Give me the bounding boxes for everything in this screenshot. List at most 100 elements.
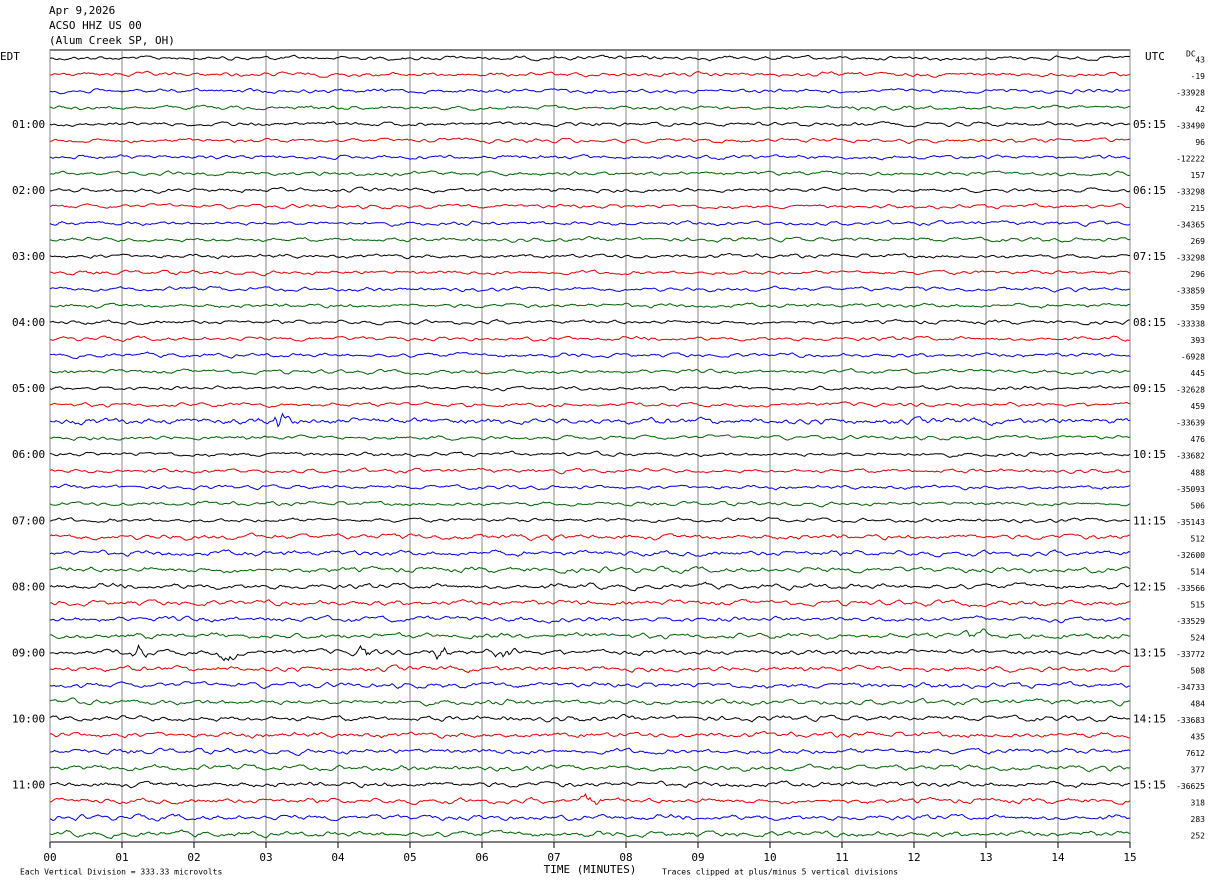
- dc-value: 252: [1191, 831, 1206, 840]
- utc-time: 08:15: [1133, 316, 1166, 329]
- x-axis-label: TIME (MINUTES): [544, 863, 637, 876]
- date: Apr 9,2026: [49, 4, 115, 17]
- station: ACSO HHZ US 00: [49, 19, 142, 32]
- dc-value: -34365: [1176, 221, 1205, 230]
- trace: [50, 598, 1131, 608]
- dc-value: 96: [1195, 138, 1205, 147]
- dc-value: -19: [1191, 72, 1206, 81]
- dc-value: -33529: [1176, 617, 1205, 626]
- dc-value: 296: [1191, 270, 1206, 279]
- dc-value: 476: [1191, 435, 1206, 444]
- x-tick-label: 12: [907, 851, 920, 864]
- dc-value: -32628: [1176, 386, 1205, 395]
- dc-value: -33772: [1176, 650, 1205, 659]
- edt-time: 05:00: [12, 382, 45, 395]
- x-tick-label: 01: [115, 851, 128, 864]
- dc-value: -33566: [1176, 584, 1205, 593]
- trace: [49, 401, 1131, 408]
- trace: [49, 763, 1131, 773]
- dc-value: 283: [1191, 815, 1206, 824]
- dc-value: 318: [1191, 798, 1206, 807]
- trace: [49, 318, 1130, 326]
- dc-value: 512: [1191, 534, 1206, 543]
- edt-time: 01:00: [12, 118, 45, 131]
- trace: [49, 450, 1131, 458]
- trace: [49, 170, 1131, 177]
- x-tick-label: 06: [475, 851, 488, 864]
- dc-value: -12222: [1176, 155, 1205, 164]
- trace: [49, 203, 1131, 210]
- trace: [49, 549, 1131, 558]
- edt-time: 10:00: [12, 712, 45, 725]
- dc-value: -6928: [1181, 353, 1205, 362]
- trace: [49, 516, 1131, 524]
- edt-time: 07:00: [12, 514, 45, 527]
- trace: [49, 121, 1131, 128]
- dc-value: 393: [1191, 336, 1206, 345]
- trace: [49, 434, 1131, 441]
- dc-value: -36625: [1176, 782, 1205, 791]
- utc-time: 07:15: [1133, 250, 1166, 263]
- trace: [49, 483, 1131, 491]
- trace: [49, 269, 1131, 277]
- trace: [49, 153, 1131, 161]
- x-tick-label: 11: [835, 851, 848, 864]
- x-tick-label: 00: [43, 851, 56, 864]
- left-zone: EDT: [0, 50, 20, 63]
- trace: [49, 714, 1131, 723]
- dc-value: 524: [1191, 633, 1206, 642]
- trace: [49, 54, 1131, 62]
- dc-value: 435: [1191, 732, 1206, 741]
- utc-time: 12:15: [1133, 580, 1166, 593]
- trace: [49, 219, 1131, 227]
- edt-time: 09:00: [12, 646, 45, 659]
- trace: [49, 186, 1131, 194]
- trace: [50, 793, 1131, 805]
- trace: [49, 730, 1131, 739]
- trace: [49, 236, 1131, 243]
- dc-value: -33928: [1176, 89, 1205, 98]
- utc-time: 10:15: [1133, 448, 1166, 461]
- dc-value: 514: [1191, 567, 1206, 576]
- dc-label: DC: [1186, 50, 1196, 59]
- utc-time: 15:15: [1133, 778, 1166, 791]
- dc-value: -33683: [1176, 716, 1205, 725]
- edt-time: 11:00: [12, 778, 45, 791]
- dc-value: -33682: [1176, 452, 1205, 461]
- x-tick-label: 14: [1051, 851, 1065, 864]
- x-tick-label: 04: [331, 851, 345, 864]
- edt-time: 02:00: [12, 184, 45, 197]
- trace: [49, 285, 1131, 293]
- trace: [49, 252, 1130, 260]
- dc-value: 508: [1191, 666, 1206, 675]
- dc-value: 515: [1191, 600, 1206, 609]
- dc-value: -33639: [1176, 419, 1205, 428]
- trace: [49, 680, 1130, 690]
- dc-value: 42: [1195, 105, 1205, 114]
- trace: [49, 335, 1131, 342]
- dc-value: 488: [1191, 468, 1206, 477]
- dc-value: -33298: [1176, 188, 1205, 197]
- trace: [49, 829, 1131, 840]
- trace: [49, 412, 1131, 428]
- trace: [49, 747, 1131, 757]
- x-tick-label: 05: [403, 851, 416, 864]
- dc-value: -33490: [1176, 122, 1205, 131]
- dc-value: 359: [1191, 303, 1206, 312]
- utc-time: 11:15: [1133, 514, 1166, 527]
- dc-value: 43: [1195, 56, 1205, 65]
- trace: [49, 643, 1131, 662]
- clip-note: Traces clipped at plus/minus 5 vertical …: [662, 868, 898, 877]
- x-tick-label: 02: [187, 851, 200, 864]
- x-tick-label: 03: [259, 851, 272, 864]
- trace: [49, 532, 1131, 542]
- edt-time: 04:00: [12, 316, 45, 329]
- trace: [49, 628, 1131, 640]
- x-tick-label: 08: [619, 851, 632, 864]
- trace: [49, 70, 1131, 78]
- utc-time: 09:15: [1133, 382, 1166, 395]
- dc-value: -33859: [1176, 287, 1205, 296]
- trace: [49, 384, 1131, 392]
- trace: [49, 614, 1131, 624]
